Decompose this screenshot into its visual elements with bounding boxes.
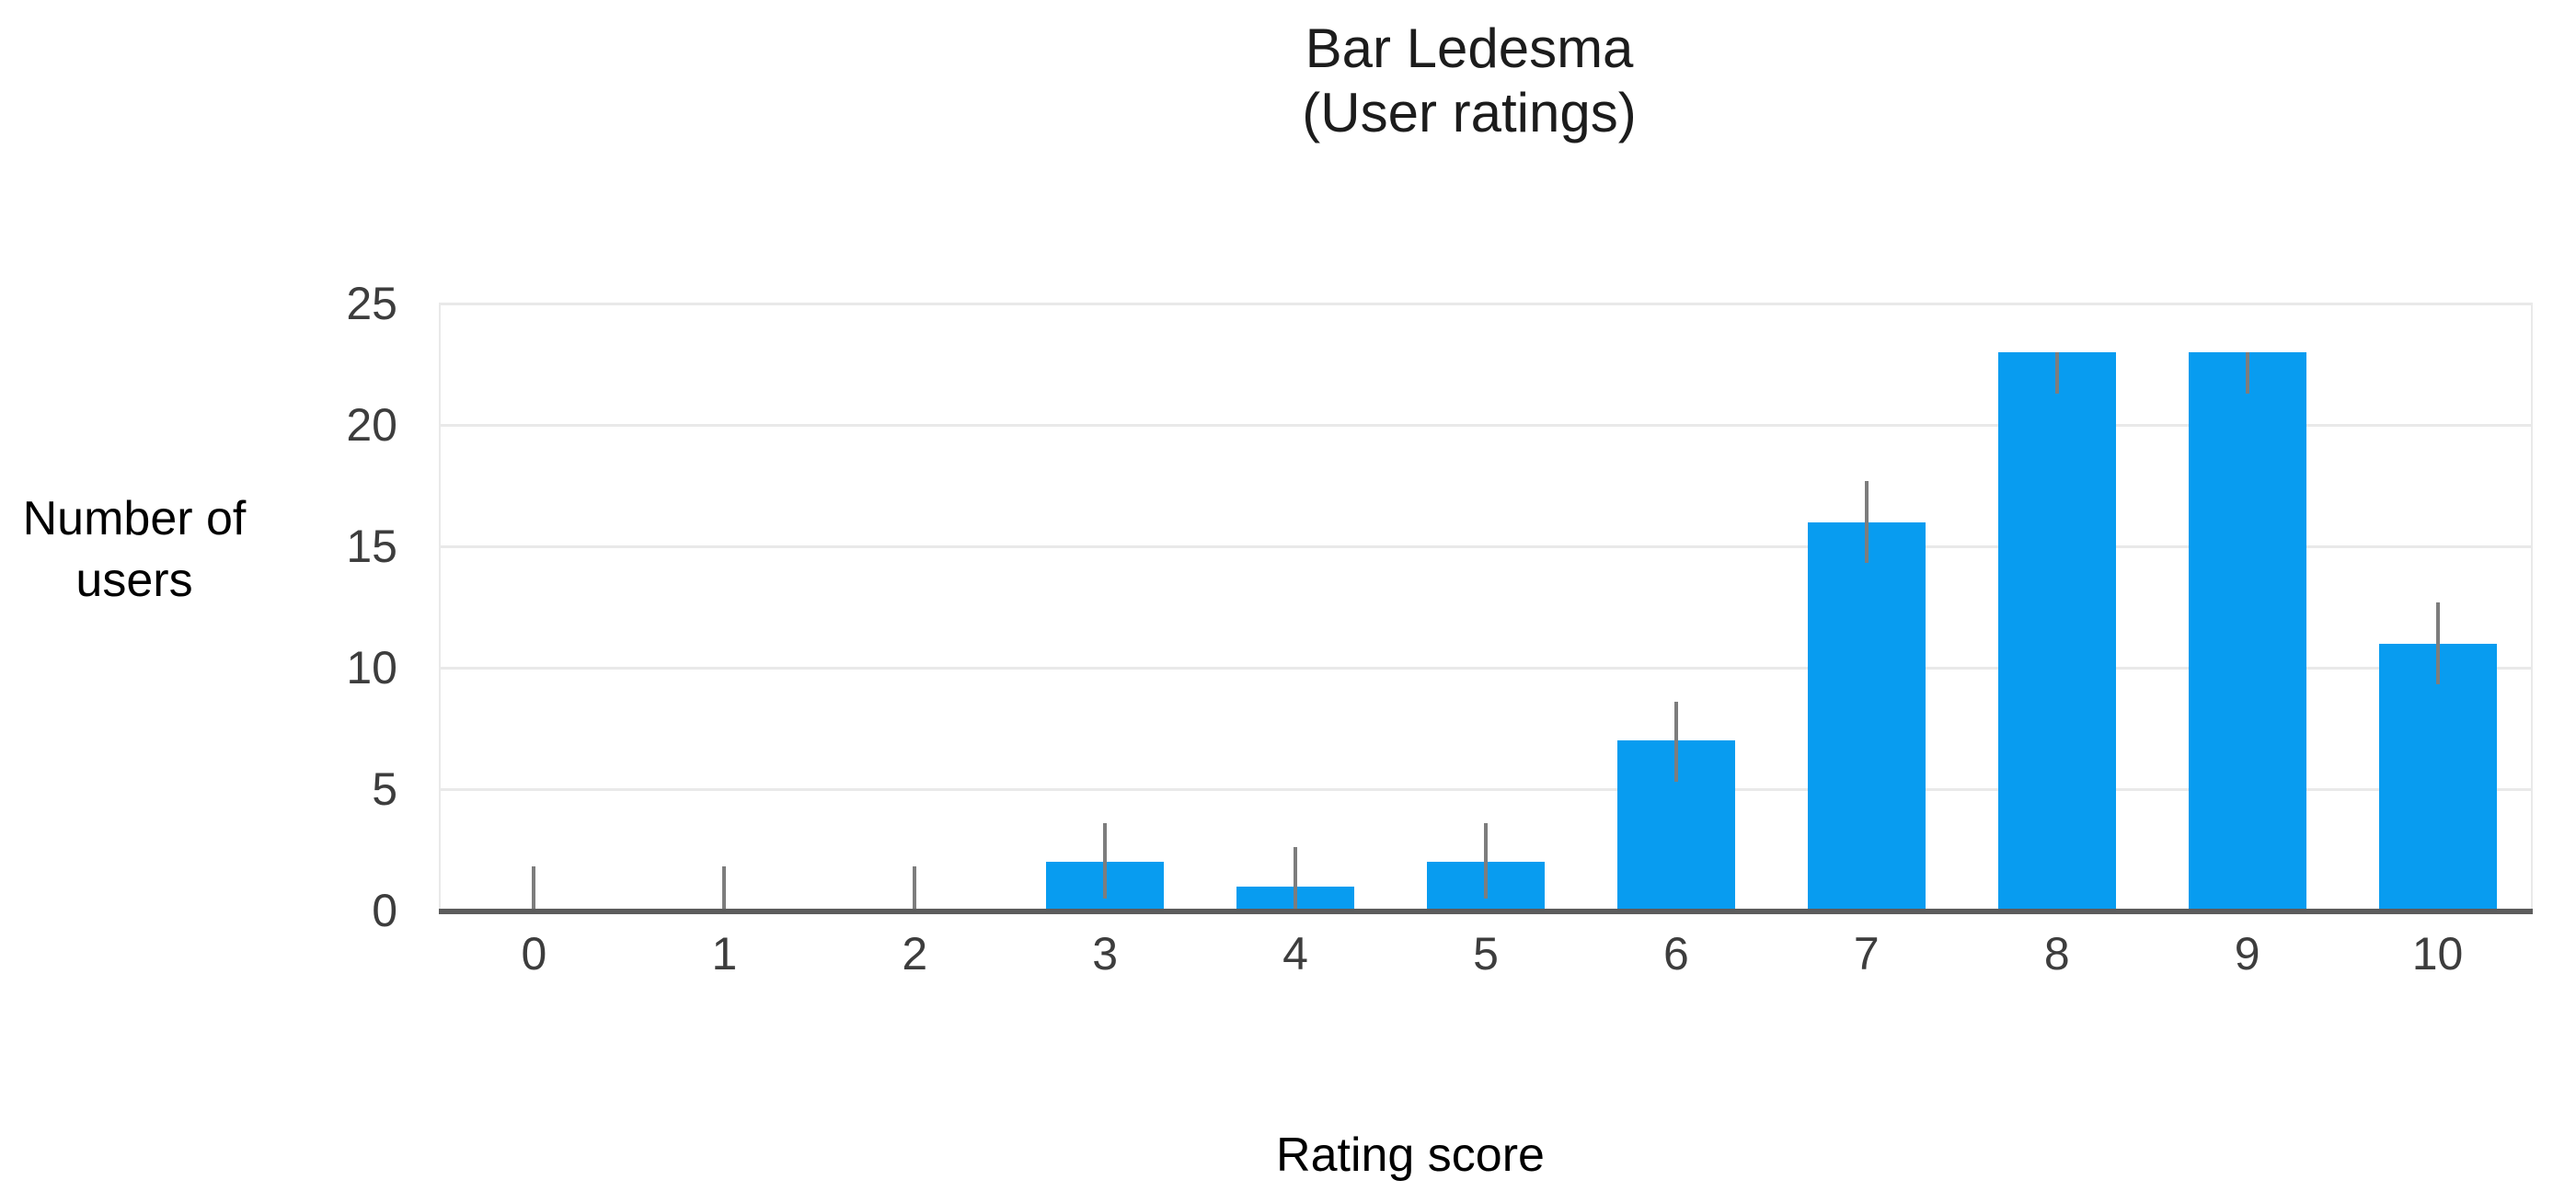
- x-axis-title: Rating score: [1276, 1129, 1545, 1182]
- y-axis-title-line2: users: [75, 554, 193, 607]
- x-tick-label: 4: [1282, 928, 1308, 980]
- y-axis-title: Number of users: [0, 488, 269, 612]
- x-tick-label: 6: [1663, 928, 1689, 980]
- x-tick-label: 10: [2411, 928, 2464, 980]
- error-bar-whisker: [532, 866, 536, 911]
- y-tick-label: 20: [346, 399, 397, 451]
- error-bar-whisker: [1673, 701, 1678, 783]
- y-tick-label: 5: [372, 763, 397, 815]
- y-tick-label: 0: [372, 885, 397, 936]
- x-tick-label: 9: [2234, 928, 2260, 980]
- gridline: [439, 544, 2533, 548]
- error-bar-whisker: [1864, 480, 1869, 564]
- error-bar-whisker: [913, 866, 917, 911]
- error-bar-whisker: [1484, 822, 1488, 899]
- gridline: [439, 423, 2533, 427]
- x-tick-label: 5: [1473, 928, 1499, 980]
- bar: [2188, 351, 2306, 911]
- x-tick-label: 0: [521, 928, 547, 980]
- bar: [2378, 643, 2497, 911]
- x-tick-label: 2: [902, 928, 928, 980]
- x-tick-label: 7: [1853, 928, 1880, 980]
- bar: [1807, 521, 1926, 911]
- error-bar-whisker: [2054, 351, 2059, 394]
- plot-left-border: [439, 304, 441, 911]
- x-axis-line: [439, 909, 2533, 914]
- gridline: [439, 666, 2533, 670]
- plot-right-border: [2531, 304, 2533, 911]
- error-bar-whisker: [1294, 847, 1298, 911]
- error-bar-whisker: [2245, 351, 2249, 394]
- y-axis-title-line1: Number of: [22, 492, 247, 545]
- chart-title-line2: (User ratings): [1302, 82, 1637, 143]
- error-bar-whisker: [1103, 822, 1108, 899]
- gridline: [439, 787, 2533, 791]
- y-tick-label: 25: [346, 278, 397, 329]
- error-bar-whisker: [722, 866, 727, 911]
- x-tick-label: 3: [1092, 928, 1119, 980]
- bar: [1997, 351, 2116, 911]
- y-tick-label: 15: [346, 521, 397, 572]
- error-bar-whisker: [2435, 602, 2440, 685]
- plot-area: 0 1 2 3 4 5 6 7 8 9 10: [439, 302, 2533, 977]
- x-tick-label: 8: [2043, 928, 2070, 980]
- gridline: [439, 302, 2533, 305]
- chart-title: Bar Ledesma (User ratings): [1302, 17, 1636, 145]
- x-tick-label: 1: [711, 928, 738, 980]
- y-tick-label: 10: [346, 642, 397, 693]
- chart-title-line1: Bar Ledesma: [1305, 17, 1634, 79]
